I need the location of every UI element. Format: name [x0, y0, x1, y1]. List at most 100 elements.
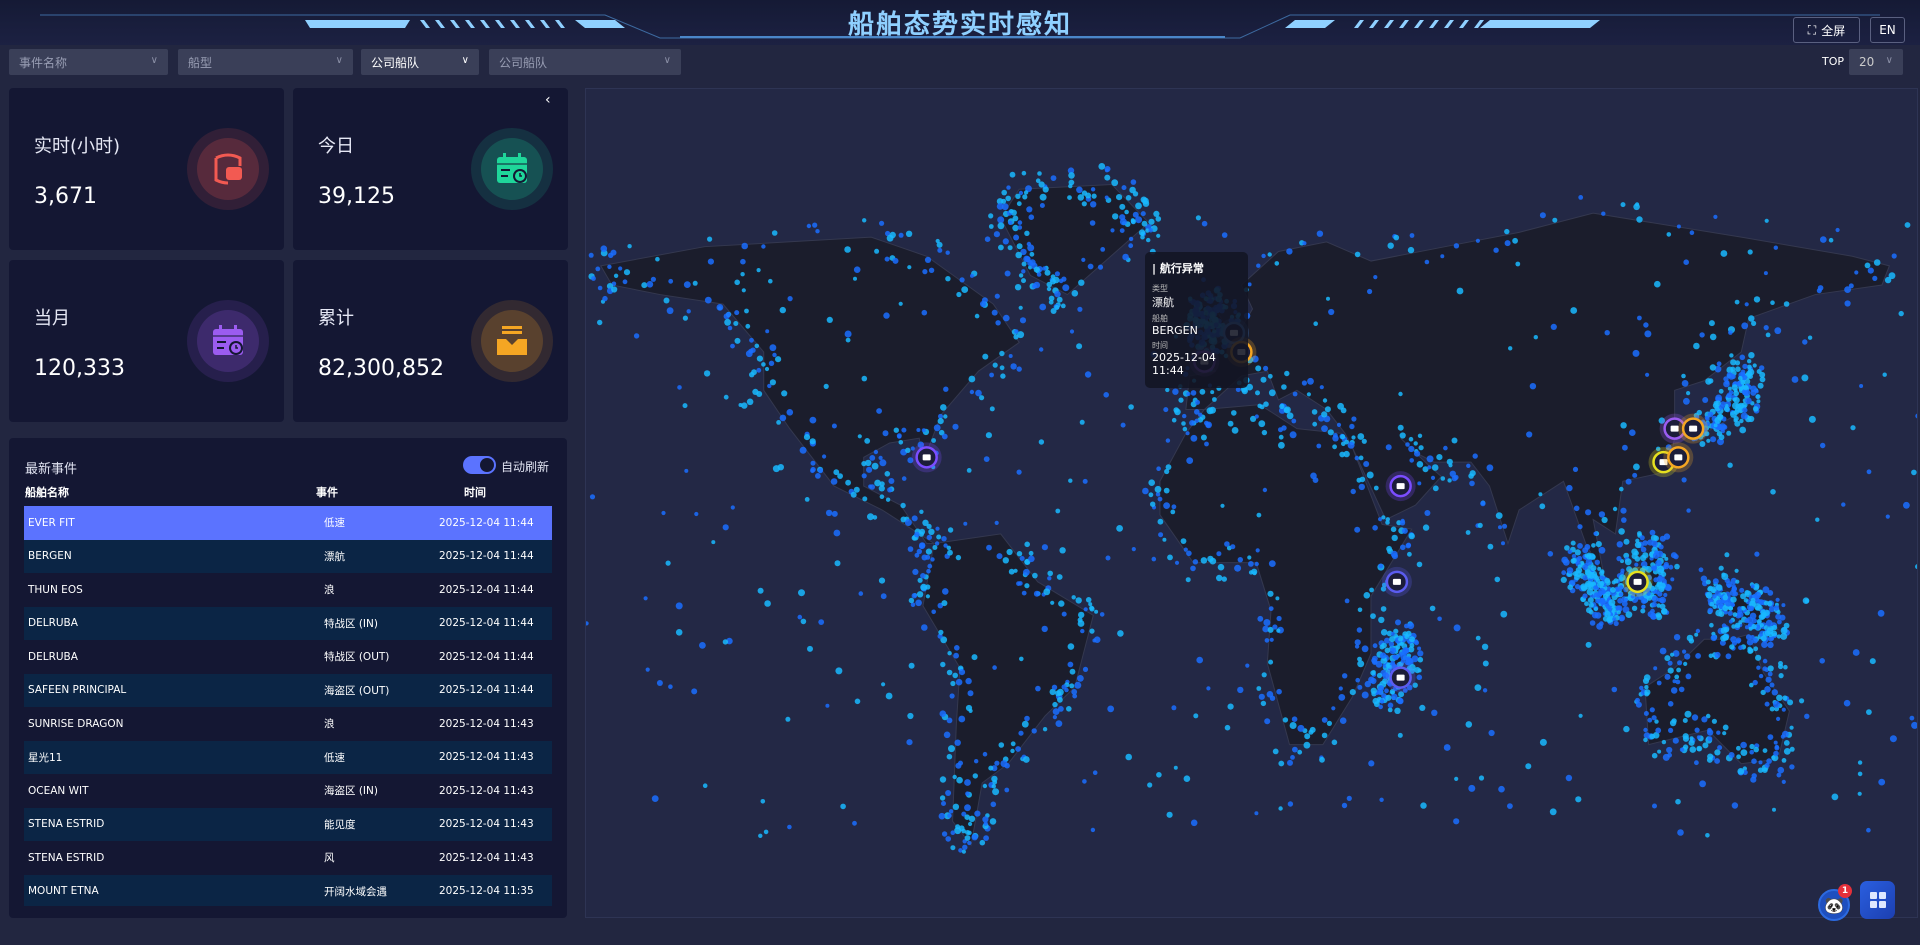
vessel-dot [906, 739, 913, 746]
vessel-dot [1422, 524, 1430, 531]
vessel-dot [1041, 625, 1048, 633]
vessel-dot [1350, 488, 1356, 495]
table-row[interactable]: SUNRISE DRAGON 浪 2025-12-04 11:43 [24, 707, 552, 741]
vessel-dot [1419, 704, 1426, 712]
vessel-dot [1190, 390, 1197, 396]
vessel-dot [988, 213, 994, 219]
vessel-dot [1057, 696, 1063, 703]
vessel-dot [925, 548, 932, 555]
vessel-dot [1630, 594, 1635, 599]
map-canvas[interactable] [586, 89, 1918, 918]
event-marker-icon[interactable] [911, 442, 942, 473]
vessel-dot [586, 621, 589, 626]
vessel-dot [817, 468, 824, 474]
world-map[interactable] [585, 88, 1918, 918]
vessel-dot [940, 404, 947, 411]
table-row[interactable]: EVER FIT 低速 2025-12-04 11:44 [24, 506, 552, 540]
vessel-dot [1644, 691, 1650, 697]
vessel-dot [1637, 315, 1642, 321]
collapse-panel-button[interactable]: ‹ [545, 92, 551, 108]
event-type: 特战区 (IN) [324, 617, 378, 630]
ship-type-select[interactable]: 船型 ∨ [178, 49, 353, 75]
vessel-dot [1649, 585, 1656, 592]
vessel-dot [826, 316, 833, 323]
vessel-dot [665, 560, 671, 566]
vessel-dot [1400, 518, 1405, 524]
vessel-dot [1721, 623, 1727, 628]
vessel-dot [1487, 543, 1494, 550]
vessel-dot [650, 276, 656, 282]
table-row[interactable]: 星光11 低速 2025-12-04 11:43 [24, 740, 552, 774]
auto-refresh-toggle[interactable] [463, 456, 496, 474]
vessel-dot [1414, 450, 1421, 457]
table-row[interactable]: SAFEEN PRINCIPAL 海盗区 (OUT) 2025-12-04 11:4… [24, 673, 552, 707]
vessel-dot [702, 783, 708, 788]
vessel-dot [1261, 429, 1268, 436]
company-ships-select[interactable]: 公司船队 ∨ [489, 49, 681, 75]
vessel-dot [1019, 317, 1027, 324]
event-marker-icon[interactable] [1381, 566, 1412, 597]
event-name-select[interactable]: 事件名称 ∨ [9, 49, 168, 75]
table-row[interactable]: MOUNT ETNA 开阔水域会遇 2025-12-04 11:35 [24, 874, 552, 906]
event-marker-icon[interactable] [1659, 413, 1690, 444]
vessel-dot [1039, 193, 1047, 201]
apps-menu-button[interactable] [1860, 881, 1895, 919]
vessel-dot [956, 291, 962, 298]
table-row[interactable]: STENA ESTRID 风 2025-12-04 11:43 [24, 841, 552, 875]
vessel-dot [1616, 541, 1624, 548]
vessel-dot [837, 473, 843, 479]
language-button[interactable]: EN [1870, 17, 1905, 43]
vessel-dot [1658, 544, 1664, 550]
vessel-dot [1263, 619, 1271, 626]
vessel-dot [1067, 167, 1075, 174]
vessel-dot [1022, 756, 1030, 763]
table-row[interactable]: DELRUBA 特战区 (OUT) 2025-12-04 11:44 [24, 640, 552, 674]
top-select[interactable]: 20 ∨ [1849, 49, 1903, 75]
vessel-dot [1859, 384, 1864, 388]
vessel-dot [668, 278, 674, 284]
table-row[interactable]: THUN EOS 浪 2025-12-04 11:44 [24, 573, 552, 607]
event-marker-icon[interactable] [1663, 442, 1694, 473]
vessel-dot [1867, 267, 1874, 274]
vessel-dot [1047, 576, 1052, 581]
vessel-dot [1699, 332, 1705, 338]
vessel-dot [1751, 623, 1757, 630]
vessel-dot [767, 383, 772, 389]
table-row[interactable]: STENA ESTRID 能见度 2025-12-04 11:43 [24, 807, 552, 841]
vessel-dot [1010, 748, 1015, 754]
vessel-dot [1634, 541, 1642, 549]
table-row[interactable]: DELRUBA 特战区 (IN) 2025-12-04 11:44 [24, 606, 552, 640]
vessel-dot [1292, 746, 1298, 753]
vessel-dot [1915, 413, 1917, 419]
event-marker-icon[interactable] [1385, 471, 1416, 502]
vessel-dot [1122, 253, 1129, 261]
event-marker-icon[interactable] [1622, 566, 1653, 597]
vessel-dot [1156, 233, 1161, 238]
vessel-dot [941, 433, 948, 440]
vessel-dot [1619, 574, 1626, 581]
event-marker-icon[interactable] [1678, 413, 1709, 444]
vessel-dot [952, 774, 957, 780]
vessel-dot [1486, 464, 1494, 472]
vessel-dot [925, 584, 931, 590]
vessel-dot [982, 816, 989, 823]
vessel-dot [857, 434, 862, 439]
vessel-dot [1394, 654, 1399, 660]
vessel-dot [1682, 649, 1687, 654]
vessel-dot [1091, 193, 1097, 199]
table-row[interactable]: OCEAN WIT 海盗区 (IN) 2025-12-04 11:43 [24, 774, 552, 808]
vessel-dot [1354, 455, 1360, 461]
vessel-dot [1370, 687, 1377, 694]
event-marker-icon[interactable] [1385, 662, 1416, 693]
vessel-dot [1734, 299, 1740, 305]
vessel-dot [1657, 749, 1662, 754]
vessel-dot [1760, 635, 1767, 642]
vessel-dot [1013, 234, 1020, 241]
vessel-dot [1281, 384, 1287, 390]
company-fleet-select[interactable]: 公司船队 ∨ [361, 49, 479, 75]
vessel-dot [823, 383, 829, 389]
vessel-dot [707, 236, 713, 242]
table-row[interactable]: BERGEN 漂航 2025-12-04 11:44 [24, 539, 552, 573]
fullscreen-button[interactable]: ⛶ 全屏 [1793, 17, 1860, 43]
assistant-button[interactable]: 🐼 [1818, 889, 1850, 921]
